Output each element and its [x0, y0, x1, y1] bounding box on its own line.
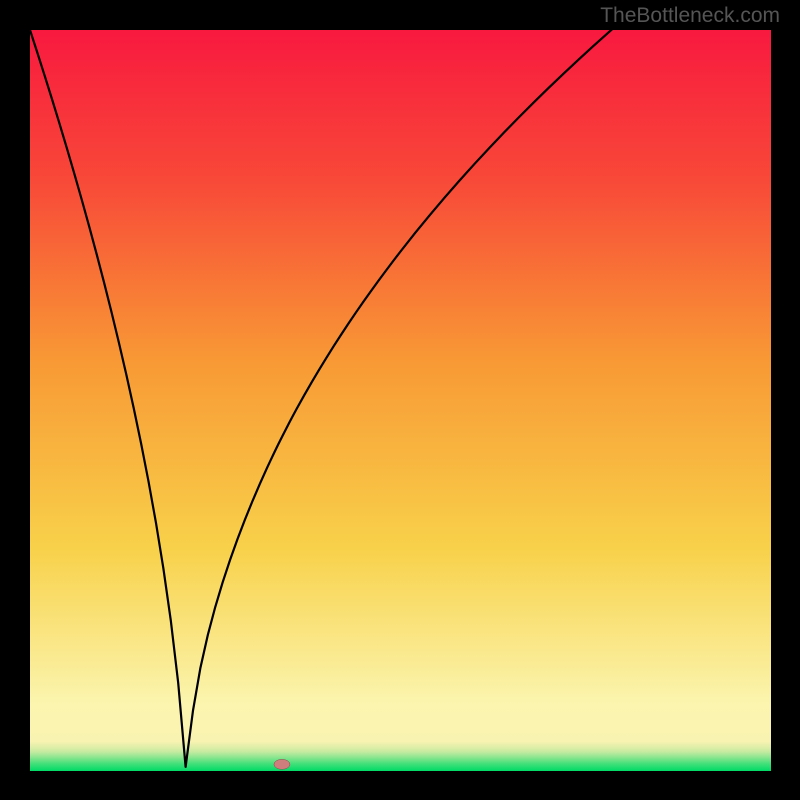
optimal-point-marker: [274, 759, 290, 769]
bottleneck-curve: [30, 30, 771, 767]
watermark-text: TheBottleneck.com: [600, 4, 780, 28]
chart-overlay: [30, 30, 771, 771]
chart-plot-area: [30, 30, 771, 771]
